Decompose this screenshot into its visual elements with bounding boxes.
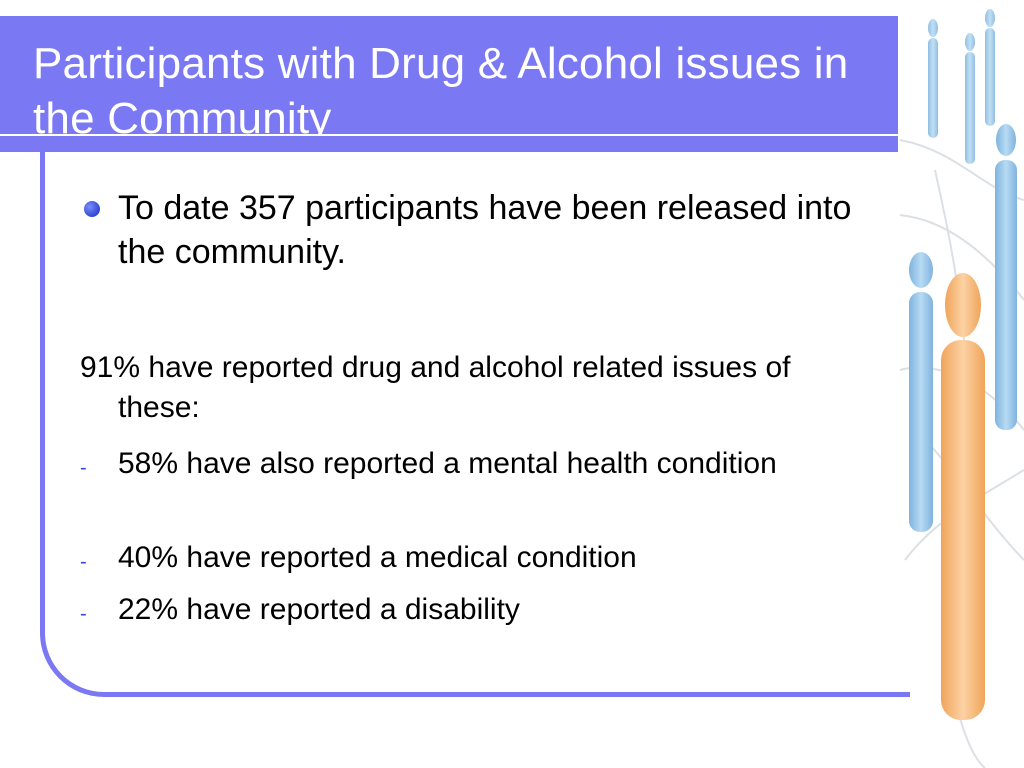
person-figure-orange (941, 273, 985, 720)
sub-item-medical: 40% have reported a medical condition (118, 541, 637, 574)
bullet-icon (84, 201, 100, 217)
person-figure-small (928, 9, 995, 164)
people-network-illustration (899, 9, 1024, 768)
title-band: Participants with Drug & Alcohol issues … (0, 16, 898, 143)
content-frame (40, 145, 910, 697)
sub-item-mental-health: 58% have also reported a mental health c… (118, 447, 777, 480)
dash-bullet-icon: - (80, 551, 87, 573)
slide-title: Participants with Drug & Alcohol issues … (33, 39, 849, 143)
sub-item-disability: 22% have reported a disability (118, 593, 520, 626)
bullet-main-text: To date 357 participants have been relea… (118, 189, 852, 271)
person-figure-blue-right (995, 124, 1017, 430)
dash-bullet-icon: - (80, 457, 87, 479)
person-figure-blue-left (909, 252, 933, 532)
summary-paragraph-line: 91% have reported drug and alcohol relat… (80, 351, 791, 424)
title-underline (0, 136, 898, 152)
dash-bullet-icon: - (80, 603, 87, 625)
